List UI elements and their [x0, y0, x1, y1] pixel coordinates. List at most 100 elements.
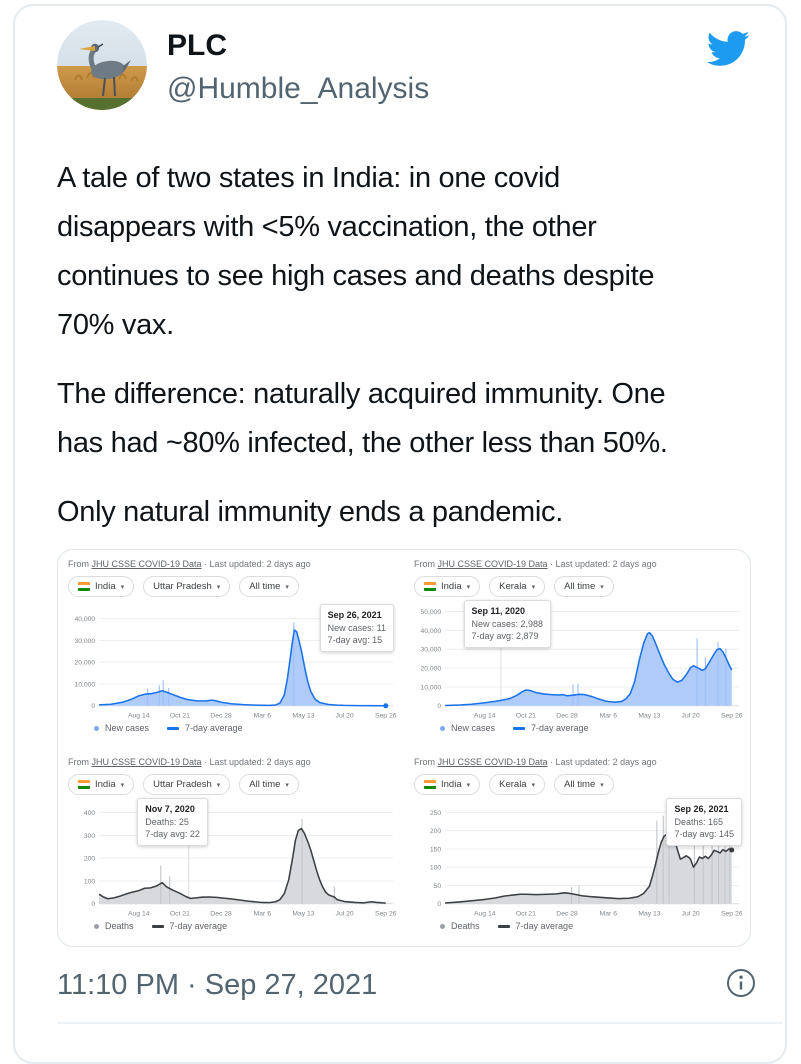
svg-text:30,000: 30,000 — [420, 647, 441, 654]
filter-chips: India ▾ Uttar Pradesh ▾ All time ▾ — [68, 774, 398, 795]
source-link[interactable]: JHU CSSE COVID-19 Data — [91, 559, 202, 569]
chevron-down-icon: ▾ — [466, 583, 471, 591]
svg-text:50: 50 — [434, 883, 442, 890]
region-dropdown[interactable]: Uttar Pradesh ▾ — [143, 576, 231, 597]
svg-text:Jul 20: Jul 20 — [336, 910, 354, 917]
chart-tooltip: Nov 7, 2020 Deaths: 25 7-day avg: 22 — [137, 798, 208, 846]
region-dropdown[interactable]: Uttar Pradesh ▾ — [143, 774, 231, 795]
chevron-down-icon: ▾ — [120, 781, 125, 789]
heron-avatar-image — [57, 20, 147, 110]
avg-line-icon — [513, 726, 526, 730]
svg-text:Sep 26: Sep 26 — [375, 910, 397, 917]
svg-text:Mar 6: Mar 6 — [600, 910, 618, 917]
svg-text:May 13: May 13 — [638, 712, 660, 719]
info-icon[interactable] — [725, 967, 757, 1004]
chart-source-line: From JHU CSSE COVID-19 Data · Last updat… — [414, 757, 744, 767]
chart-panel-up-deaths: From JHU CSSE COVID-19 Data · Last updat… — [58, 748, 404, 946]
tweet-body: A tale of two states in India: in one co… — [15, 110, 785, 537]
svg-text:Aug 14: Aug 14 — [474, 910, 496, 917]
country-dropdown[interactable]: India ▾ — [68, 576, 135, 597]
source-link[interactable]: JHU CSSE COVID-19 Data — [91, 757, 202, 767]
svg-text:250: 250 — [430, 810, 442, 817]
region-dropdown[interactable]: Kerala ▾ — [489, 774, 546, 795]
chevron-down-icon: ▾ — [285, 583, 289, 591]
chart-source-line: From JHU CSSE COVID-19 Data · Last updat… — [414, 559, 744, 569]
filter-chips: India ▾ Kerala ▾ All time ▾ — [414, 576, 744, 597]
svg-text:200: 200 — [430, 828, 442, 835]
svg-text:400: 400 — [84, 810, 96, 817]
avg-line-icon — [497, 924, 510, 928]
svg-text:May 13: May 13 — [638, 910, 660, 917]
filter-chips: India ▾ Uttar Pradesh ▾ All time ▾ — [68, 576, 398, 597]
tweet-paragraph: The difference: naturally acquired immun… — [57, 378, 668, 459]
svg-text:150: 150 — [430, 846, 442, 853]
country-dropdown[interactable]: India ▾ — [68, 774, 135, 795]
source-suffix: · Last updated: 2 days ago — [201, 757, 311, 767]
chart-panel-kerala-deaths: From JHU CSSE COVID-19 Data · Last updat… — [404, 748, 750, 946]
chart-plot: 0 100 200 300 400 Aug 14 Oct 21 Dec 28 Mar 6 May … — [84, 801, 397, 917]
svg-text:Jul 20: Jul 20 — [682, 712, 700, 719]
svg-text:50,000: 50,000 — [420, 609, 441, 616]
tweet-paragraph: A tale of two states in India: in one co… — [57, 162, 655, 341]
series-dot-icon — [94, 725, 99, 731]
chart-panel-up-cases: From JHU CSSE COVID-19 Data · Last updat… — [58, 550, 404, 748]
chart-tooltip: Sep 11, 2020 New cases: 2,988 7-day avg: 2… — [463, 600, 552, 648]
svg-text:Dec 28: Dec 28 — [210, 910, 232, 917]
svg-text:Sep 26: Sep 26 — [721, 910, 743, 917]
country-dropdown[interactable]: India ▾ — [414, 576, 481, 597]
svg-text:10,000: 10,000 — [420, 684, 441, 691]
source-link[interactable]: JHU CSSE COVID-19 Data — [437, 559, 548, 569]
svg-text:Dec 28: Dec 28 — [210, 712, 232, 719]
chart-panel-kerala-cases: From JHU CSSE COVID-19 Data · Last updat… — [404, 550, 750, 748]
timerange-dropdown[interactable]: All time ▾ — [239, 774, 299, 795]
svg-text:100: 100 — [430, 865, 442, 872]
timerange-dropdown[interactable]: All time ▾ — [554, 774, 614, 795]
source-suffix: · Last updated: 2 days ago — [547, 559, 657, 569]
svg-text:Oct 21: Oct 21 — [170, 712, 190, 719]
chart-tooltip: Sep 26, 2021 New cases: 11 7-day avg: 15 — [319, 604, 394, 652]
region-dropdown[interactable]: Kerala ▾ — [489, 576, 546, 597]
timestamp[interactable]: 11:10 PM · Sep 27, 2021 — [57, 969, 378, 1001]
svg-text:Dec 28: Dec 28 — [556, 712, 578, 719]
tweet-card: PLC @Humble_Analysis A tale of two state… — [13, 4, 787, 1064]
timerange-dropdown[interactable]: All time ▾ — [554, 576, 614, 597]
svg-text:0: 0 — [91, 901, 95, 908]
chart-source-line: From JHU CSSE COVID-19 Data · Last updat… — [68, 559, 398, 569]
chart-canvas[interactable]: 0 100 200 300 400 Aug 14 Oct 21 Dec 28 Mar 6 May … — [68, 798, 398, 920]
chart-canvas[interactable]: 0 10,000 20,000 30,000 40,000 Aug 14 Oct 21 Dec… — [68, 600, 398, 722]
svg-text:0: 0 — [437, 703, 441, 710]
timerange-dropdown[interactable]: All time ▾ — [239, 576, 299, 597]
svg-text:Mar 6: Mar 6 — [600, 712, 618, 719]
avg-line-icon — [151, 924, 164, 928]
twitter-bird-icon[interactable] — [700, 20, 755, 76]
chevron-down-icon: ▾ — [216, 781, 221, 789]
svg-text:Oct 21: Oct 21 — [170, 910, 190, 917]
avg-line-icon — [167, 726, 180, 730]
svg-text:300: 300 — [84, 833, 96, 840]
chart-canvas[interactable]: 0 10,000 20,000 30,000 40,000 50,000 Aug 14 Oct… — [414, 600, 744, 722]
chevron-down-icon: ▾ — [531, 583, 536, 591]
user-handle[interactable]: @Humble_Analysis — [167, 72, 430, 105]
chart-canvas[interactable]: 0 50 100 150 200 250 Aug 14 Oct 21 Dec 28 Mar 6 Ma… — [414, 798, 744, 920]
svg-text:Aug 14: Aug 14 — [128, 910, 150, 917]
source-link[interactable]: JHU CSSE COVID-19 Data — [437, 757, 548, 767]
avatar[interactable] — [57, 20, 147, 110]
svg-text:Oct 21: Oct 21 — [516, 712, 536, 719]
svg-text:20,000: 20,000 — [74, 660, 95, 667]
source-suffix: · Last updated: 2 days ago — [201, 559, 311, 569]
tweet-footer: 11:10 PM · Sep 27, 2021 — [15, 947, 785, 1004]
chart-legend: Deaths 7-day average — [68, 921, 398, 931]
chart-legend: New cases 7-day average — [414, 723, 744, 733]
svg-text:40,000: 40,000 — [74, 616, 95, 623]
chart-plot: 0 10,000 20,000 30,000 40,000 Aug 14 Oct 21 Dec… — [74, 616, 397, 719]
svg-text:Aug 14: Aug 14 — [128, 712, 150, 719]
chart-source-line: From JHU CSSE COVID-19 Data · Last updat… — [68, 757, 398, 767]
svg-text:Jul 20: Jul 20 — [682, 910, 700, 917]
media-attachment[interactable]: From JHU CSSE COVID-19 Data · Last updat… — [57, 549, 751, 947]
chevron-down-icon: ▾ — [600, 583, 604, 591]
india-flag-icon — [78, 582, 90, 591]
source-prefix: From — [414, 559, 438, 569]
country-dropdown[interactable]: India ▾ — [414, 774, 481, 795]
svg-text:Sep 26: Sep 26 — [375, 712, 397, 719]
display-name[interactable]: PLC — [167, 29, 227, 62]
